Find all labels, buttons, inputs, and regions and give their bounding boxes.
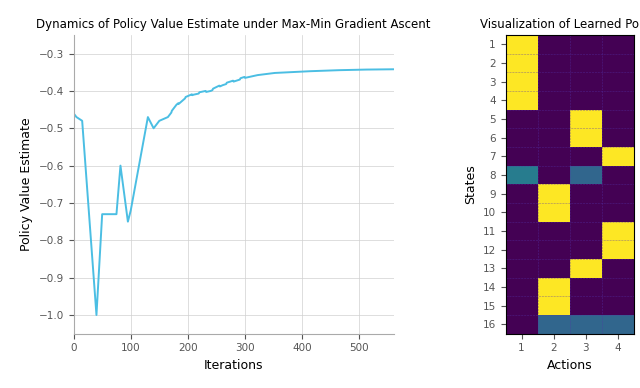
X-axis label: Actions: Actions <box>547 359 593 372</box>
Y-axis label: States: States <box>464 165 477 204</box>
Title: Dynamics of Policy Value Estimate under Max-Min Gradient Ascent: Dynamics of Policy Value Estimate under … <box>36 18 431 31</box>
Title: Visualization of Learned Policy: Visualization of Learned Policy <box>480 18 640 31</box>
X-axis label: Iterations: Iterations <box>204 359 263 372</box>
Y-axis label: Policy Value Estimate: Policy Value Estimate <box>20 118 33 251</box>
